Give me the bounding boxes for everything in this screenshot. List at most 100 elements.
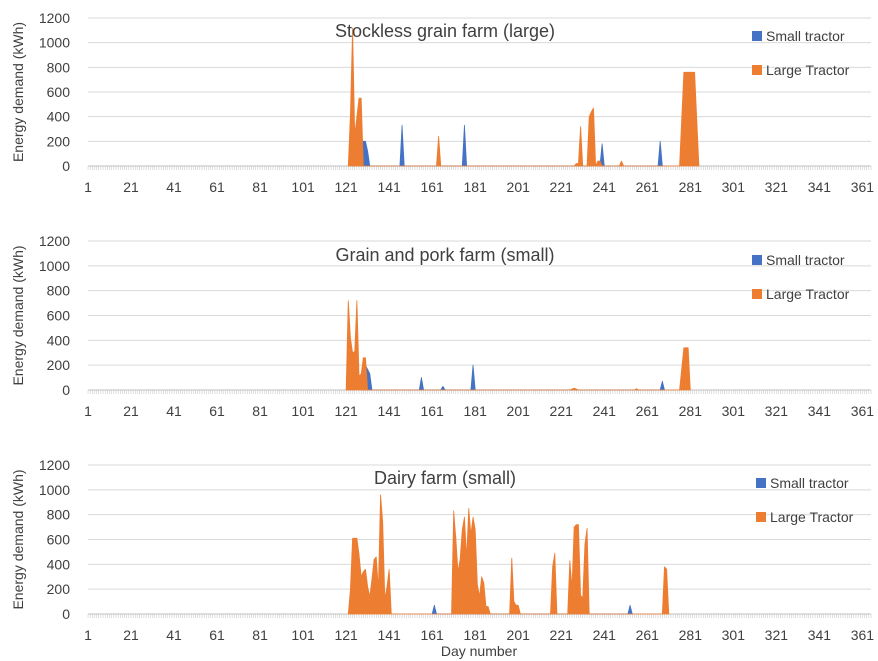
x-tick-label: 101 bbox=[291, 179, 315, 195]
x-tick-label: 1 bbox=[84, 627, 92, 643]
x-tick-label: 81 bbox=[252, 403, 268, 419]
legend: Small tractor Large Tractor bbox=[752, 28, 850, 78]
x-tick-label: 161 bbox=[420, 627, 444, 643]
y-tick-label: 1000 bbox=[39, 258, 70, 274]
legend-label: Large Tractor bbox=[766, 62, 850, 78]
legend-swatch bbox=[752, 255, 762, 265]
y-axis-label: Energy demand (kWh) bbox=[10, 22, 26, 162]
x-tick-label: 301 bbox=[722, 179, 746, 195]
legend: Small tractor Large Tractor bbox=[752, 252, 850, 302]
y-tick-label: 0 bbox=[62, 382, 70, 398]
legend-swatch bbox=[752, 31, 762, 41]
x-tick-label: 161 bbox=[420, 403, 444, 419]
x-tick-label: 141 bbox=[377, 403, 401, 419]
y-axis-label: Energy demand (kWh) bbox=[10, 245, 26, 385]
y-tick-label: 800 bbox=[47, 507, 71, 523]
x-tick-label: 301 bbox=[722, 627, 746, 643]
x-tick-label: 101 bbox=[291, 403, 315, 419]
x-tick-label: 61 bbox=[209, 627, 225, 643]
x-tick-label: 261 bbox=[636, 179, 660, 195]
x-tick-label: 121 bbox=[334, 627, 358, 643]
x-tick-label: 141 bbox=[377, 627, 401, 643]
x-tick-label: 81 bbox=[252, 179, 268, 195]
x-tick-label: 301 bbox=[722, 403, 746, 419]
y-tick-label: 200 bbox=[47, 133, 71, 149]
y-tick-label: 1200 bbox=[39, 10, 70, 26]
x-tick-label: 121 bbox=[334, 403, 358, 419]
x-axis-day-ticks bbox=[87, 390, 872, 394]
x-tick-label: 281 bbox=[679, 403, 703, 419]
y-tick-label: 1200 bbox=[39, 233, 70, 249]
x-tick-label: 41 bbox=[166, 627, 182, 643]
legend-swatch bbox=[756, 512, 766, 522]
y-tick-label: 200 bbox=[47, 581, 71, 597]
x-tick-label: 361 bbox=[851, 403, 875, 419]
x-axis-label: Day number bbox=[441, 643, 518, 659]
y-tick-label: 0 bbox=[62, 606, 70, 622]
series-area-large-tractor bbox=[347, 27, 700, 167]
chart-title: Grain and pork farm (small) bbox=[335, 245, 554, 265]
x-tick-label: 201 bbox=[507, 627, 531, 643]
x-tick-label: 101 bbox=[291, 627, 315, 643]
x-tick-label: 121 bbox=[334, 179, 358, 195]
chart-title: Stockless grain farm (large) bbox=[335, 21, 555, 41]
x-tick-label: 41 bbox=[166, 403, 182, 419]
x-tick-label: 21 bbox=[123, 627, 139, 643]
x-tick-label: 221 bbox=[550, 627, 574, 643]
x-tick-label: 321 bbox=[765, 179, 789, 195]
x-axis-day-ticks bbox=[87, 614, 872, 618]
legend-label: Large Tractor bbox=[766, 286, 850, 302]
series-area-small-tractor bbox=[352, 124, 663, 167]
x-tick-label: 221 bbox=[550, 179, 574, 195]
y-tick-label: 1000 bbox=[39, 482, 70, 498]
x-tick-label: 361 bbox=[851, 627, 875, 643]
x-tick-label: 361 bbox=[851, 179, 875, 195]
x-tick-label: 241 bbox=[593, 179, 617, 195]
x-tick-label: 341 bbox=[808, 403, 832, 419]
x-tick-label: 61 bbox=[209, 403, 225, 419]
x-tick-label: 261 bbox=[636, 627, 660, 643]
legend-label: Large Tractor bbox=[770, 509, 854, 525]
x-tick-label: 321 bbox=[765, 627, 789, 643]
x-tick-label: 261 bbox=[636, 403, 660, 419]
x-tick-label: 1 bbox=[84, 179, 92, 195]
x-tick-label: 241 bbox=[593, 627, 617, 643]
series-area-small-tractor bbox=[360, 364, 665, 391]
x-tick-label: 1 bbox=[84, 403, 92, 419]
y-axis-label: Energy demand (kWh) bbox=[10, 469, 26, 609]
x-tick-label: 201 bbox=[507, 179, 531, 195]
x-axis-day-ticks bbox=[87, 166, 872, 170]
legend-label: Small tractor bbox=[766, 28, 845, 44]
y-tick-label: 200 bbox=[47, 357, 71, 373]
legend-label: Small tractor bbox=[770, 475, 849, 491]
x-tick-label: 281 bbox=[679, 179, 703, 195]
x-tick-label: 141 bbox=[377, 179, 401, 195]
x-tick-label: 81 bbox=[252, 627, 268, 643]
x-tick-label: 161 bbox=[420, 179, 444, 195]
y-tick-label: 0 bbox=[62, 158, 70, 174]
x-tick-label: 281 bbox=[679, 627, 703, 643]
legend-swatch bbox=[752, 65, 762, 75]
series-area-large-tractor bbox=[347, 494, 670, 615]
x-tick-label: 321 bbox=[765, 403, 789, 419]
y-tick-label: 400 bbox=[47, 332, 71, 348]
y-tick-label: 800 bbox=[47, 283, 71, 299]
x-tick-label: 181 bbox=[464, 403, 488, 419]
x-tick-label: 221 bbox=[550, 403, 574, 419]
x-tick-label: 241 bbox=[593, 403, 617, 419]
legend-swatch bbox=[752, 289, 762, 299]
x-tick-label: 21 bbox=[123, 179, 139, 195]
x-tick-label: 41 bbox=[166, 179, 182, 195]
x-tick-label: 61 bbox=[209, 179, 225, 195]
y-tick-label: 600 bbox=[47, 84, 71, 100]
legend-label: Small tractor bbox=[766, 252, 845, 268]
x-tick-label: 21 bbox=[123, 403, 139, 419]
y-tick-label: 1200 bbox=[39, 457, 70, 473]
y-tick-label: 600 bbox=[47, 308, 71, 324]
x-tick-label: 181 bbox=[464, 179, 488, 195]
x-tick-label: 181 bbox=[464, 627, 488, 643]
